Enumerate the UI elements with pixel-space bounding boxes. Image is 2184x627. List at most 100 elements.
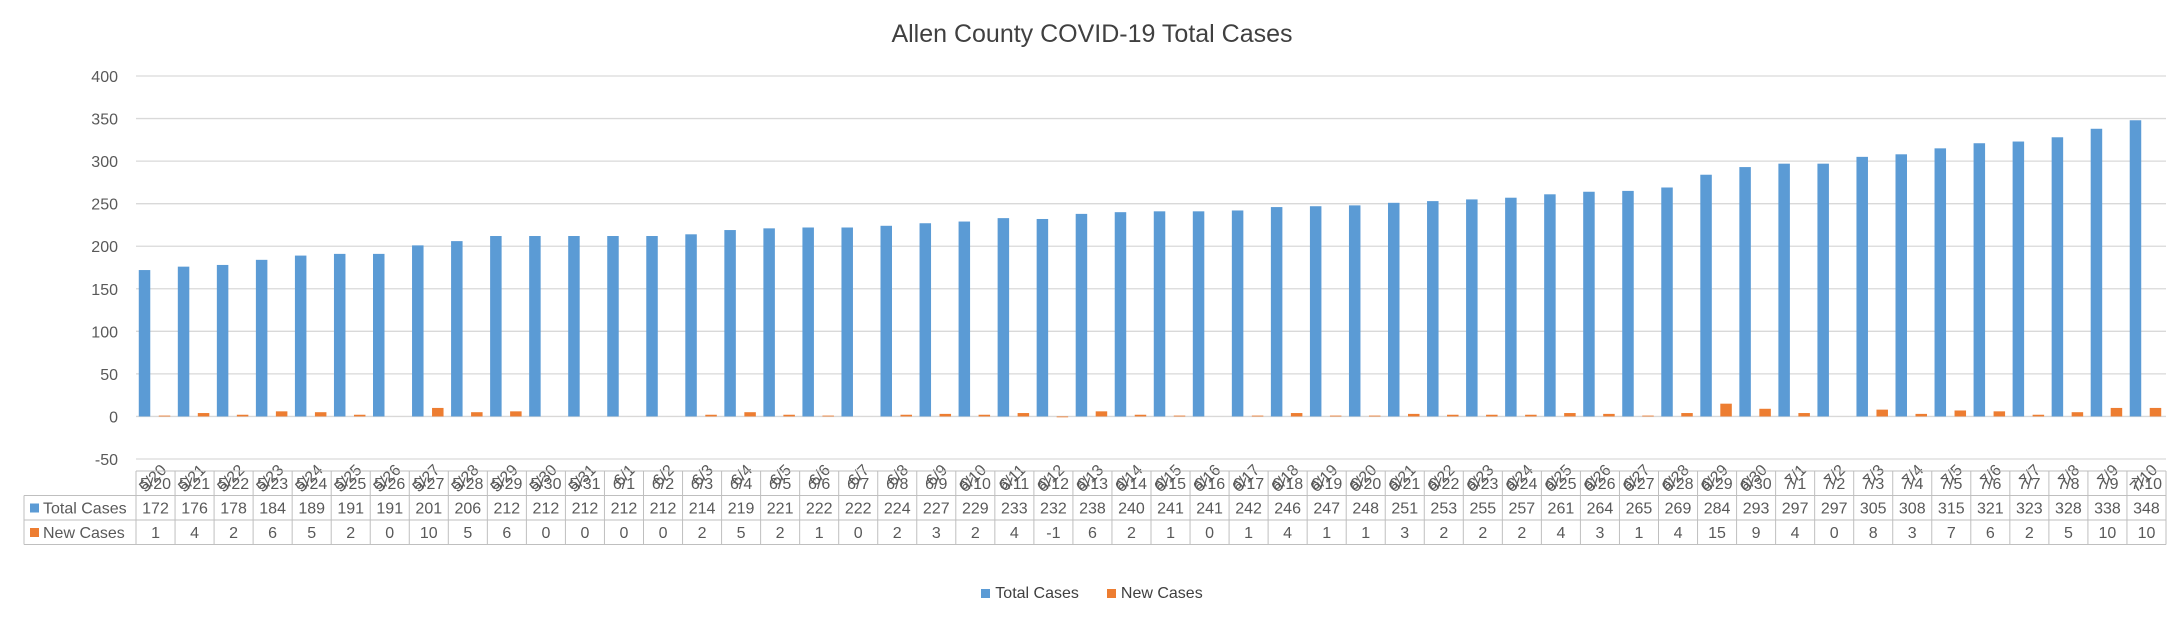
bar xyxy=(958,221,971,417)
table-value-cell: 4 xyxy=(1283,525,1292,542)
bar xyxy=(2071,412,2084,417)
bar xyxy=(1036,218,1049,417)
bar xyxy=(1505,197,1517,417)
chart-title: Allen County COVID-19 Total Cases xyxy=(891,20,1293,48)
table-value-cell: 6 xyxy=(1088,525,1097,542)
bar xyxy=(412,245,424,417)
bar xyxy=(1525,414,1537,417)
table-value-cell: 0 xyxy=(854,525,863,542)
table-value-cell: 323 xyxy=(2016,501,2043,518)
bar xyxy=(1564,413,1576,417)
bar xyxy=(1973,143,1986,417)
table-value-cell: 4 xyxy=(190,525,199,542)
table-value-cell: 247 xyxy=(1313,501,1340,518)
y-tick-label: 250 xyxy=(91,197,118,214)
table-value-cell: 172 xyxy=(142,501,169,518)
chart-legend: Total Cases New Cases xyxy=(0,585,2184,603)
table-value-cell: 2 xyxy=(776,525,785,542)
table-header-cell: 7/5 xyxy=(1940,476,1962,493)
table-value-cell: 201 xyxy=(415,501,442,518)
table-header-cell: 7/7 xyxy=(2018,476,2040,493)
table-header-cell: 6/2 xyxy=(652,476,674,493)
table-value-cell: 2 xyxy=(2025,525,2034,542)
bar xyxy=(1329,415,1342,417)
table-header-cell: 7/6 xyxy=(1979,476,2001,493)
table-value-cell: 4 xyxy=(1556,525,1565,542)
table-series-swatch xyxy=(30,528,39,537)
table-value-cell: 7 xyxy=(1947,525,1956,542)
table-value-cell: 15 xyxy=(1708,525,1726,542)
bar xyxy=(1348,205,1361,417)
y-tick-label: 350 xyxy=(91,112,118,129)
table-header-cell: 6/17 xyxy=(1233,476,1264,493)
bar xyxy=(1778,163,1790,417)
table-value-cell: 6 xyxy=(1986,525,1995,542)
bar xyxy=(2129,120,2142,417)
table-header-cell: 6/19 xyxy=(1311,476,1342,493)
table-header-cell: 7/3 xyxy=(1862,476,1884,493)
legend-item: New Cases xyxy=(1106,585,1203,603)
table-header-cell: 6/6 xyxy=(808,476,830,493)
bar xyxy=(197,413,210,417)
table-value-cell: 6 xyxy=(502,525,511,542)
table-value-cell: 10 xyxy=(2099,525,2117,542)
bar xyxy=(1017,413,1030,417)
table-value-cell: 0 xyxy=(541,525,550,542)
bar xyxy=(1661,187,1673,417)
table-value-cell: 321 xyxy=(1977,501,2004,518)
table-header-cell: 6/12 xyxy=(1038,476,1069,493)
table-value-cell: 251 xyxy=(1391,501,1418,518)
table-value-cell: 297 xyxy=(1782,501,1809,518)
y-tick-label: -50 xyxy=(95,452,118,469)
table-value-cell: 10 xyxy=(2138,525,2156,542)
table-value-cell: 5 xyxy=(463,525,472,542)
table-value-cell: 2 xyxy=(1127,525,1136,542)
table-header-cell: 6/5 xyxy=(769,476,791,493)
bar xyxy=(1447,414,1459,417)
bar xyxy=(1895,154,1907,417)
bar xyxy=(1270,207,1283,417)
bar xyxy=(1876,409,1888,417)
bar xyxy=(1681,413,1693,417)
table-value-cell: 1 xyxy=(1322,525,1331,542)
bar xyxy=(685,234,697,417)
table-header-cell: 6/23 xyxy=(1467,476,1498,493)
y-tick-label: 100 xyxy=(91,324,118,341)
bar xyxy=(1856,156,1868,417)
y-tick-label: 0 xyxy=(109,409,118,426)
table-header-cell: 5/24 xyxy=(296,476,327,493)
bar xyxy=(314,412,327,417)
table-value-cell: 214 xyxy=(689,501,716,518)
table-header-cell: 5/28 xyxy=(452,476,483,493)
table-header-cell: 6/8 xyxy=(886,476,908,493)
table-value-cell: 297 xyxy=(1821,501,1848,518)
table-header-cell: 6/29 xyxy=(1701,476,1732,493)
bar xyxy=(802,227,814,417)
table-header-cell: 6/24 xyxy=(1506,476,1537,493)
table-value-cell: 3 xyxy=(932,525,941,542)
table-series-swatch xyxy=(30,503,39,513)
table-value-cell: 2 xyxy=(1478,525,1487,542)
table-header-cell: 6/4 xyxy=(730,476,752,493)
bar xyxy=(919,223,932,417)
table-value-cell: 2 xyxy=(1439,525,1448,542)
table-header-cell: 6/25 xyxy=(1545,476,1576,493)
bar xyxy=(432,407,444,417)
bar xyxy=(1408,413,1420,417)
table-value-cell: 293 xyxy=(1743,501,1770,518)
bar xyxy=(1700,174,1712,417)
table-header-cell: 5/20 xyxy=(140,476,171,493)
bar xyxy=(939,413,952,417)
table-value-cell: 328 xyxy=(2055,501,2082,518)
bar xyxy=(1192,211,1205,417)
table-value-cell: 0 xyxy=(620,525,629,542)
bar xyxy=(997,218,1010,417)
table-header-cell: 7/8 xyxy=(2057,476,2079,493)
table-value-cell: 212 xyxy=(650,501,677,518)
table-value-cell: 191 xyxy=(376,501,403,518)
table-value-cell: 184 xyxy=(259,501,286,518)
bar xyxy=(1915,413,1927,417)
table-value-cell: 0 xyxy=(385,525,394,542)
table-value-cell: 1 xyxy=(815,525,824,542)
bar xyxy=(1290,413,1303,417)
